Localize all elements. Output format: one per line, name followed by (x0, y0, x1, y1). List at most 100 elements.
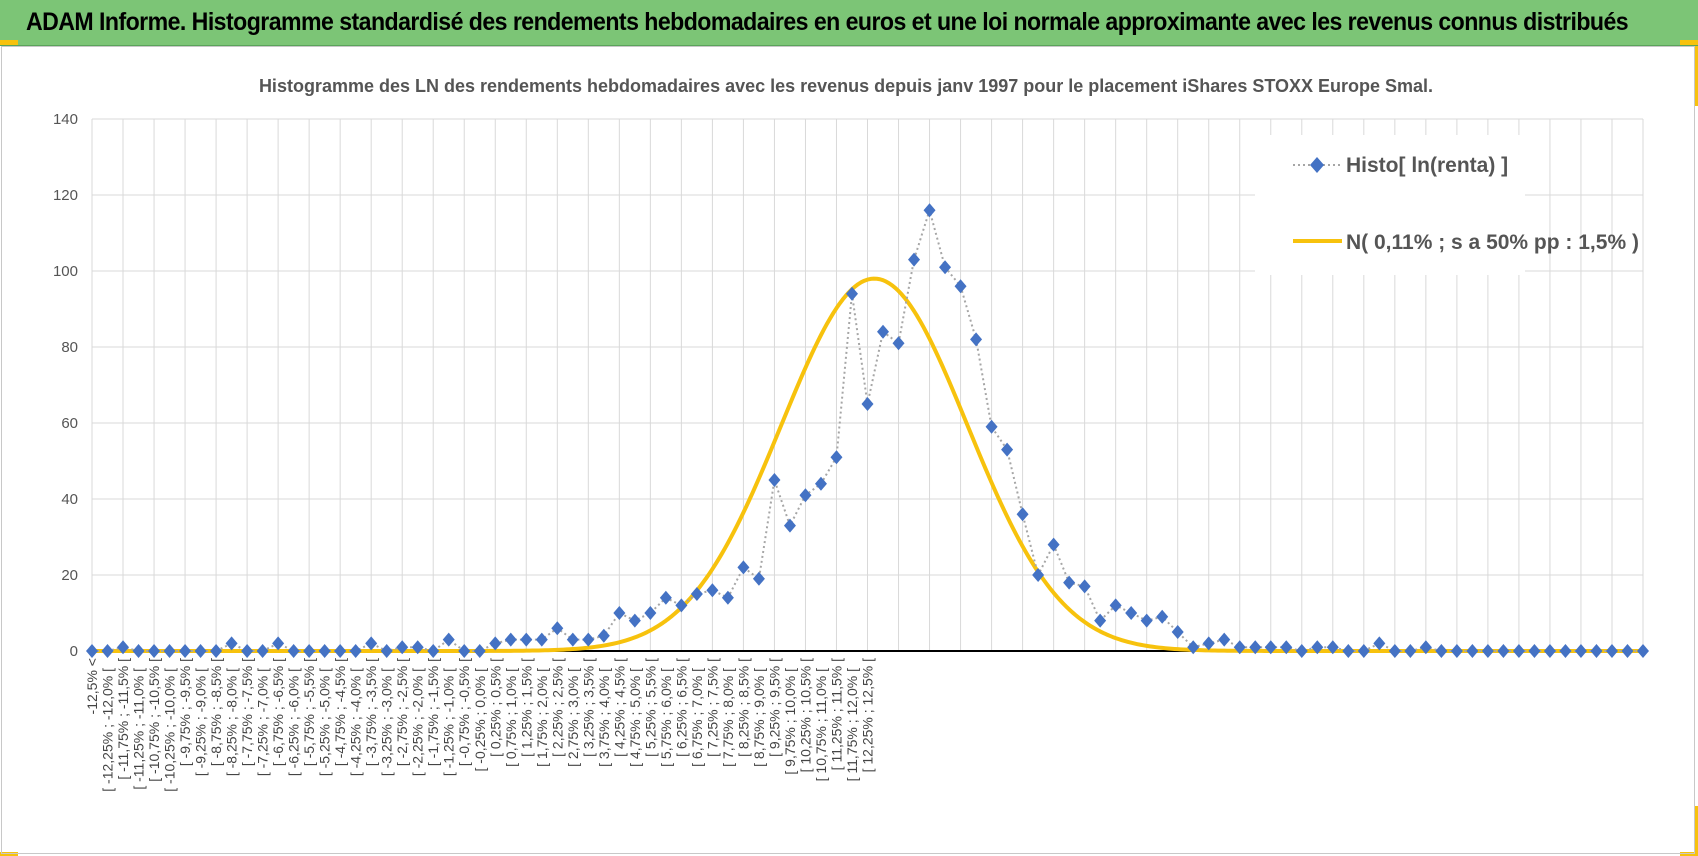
histogram-point (86, 644, 98, 658)
histogram-point (923, 203, 936, 218)
histogram-point (908, 252, 921, 267)
x-tick-label: [ 0,75% ; 1,0% [ (503, 668, 519, 767)
x-tick-label: [ -7,75% ; -7,5% [ (239, 658, 255, 766)
y-tick-label: 80 (61, 339, 78, 356)
histogram-point (1125, 606, 1138, 620)
histogram-point (613, 606, 626, 620)
histogram-point (1574, 644, 1587, 658)
x-tick-label: [ -2,75% ; -2,5% [ (394, 658, 410, 766)
corner-marker-right-bottom-vertical (1694, 806, 1698, 856)
histogram-point (1032, 568, 1045, 582)
histogram-point (1388, 644, 1401, 658)
report-banner-title: ADAM Informe. Histogramme standardisé de… (26, 8, 1629, 36)
x-tick-label: [ -5,75% ; -5,5% [ (301, 658, 317, 766)
x-tick-label: [ -1,75% ; -1,5% [ (425, 658, 441, 766)
x-tick-label: [ -11,75% ; -11,5% [ (115, 658, 131, 780)
histogram-point (1528, 644, 1541, 658)
histogram-point (1326, 640, 1339, 655)
histogram-point (1264, 640, 1277, 655)
histogram-point (1621, 644, 1634, 658)
x-axis-ticks: -12,5% <[ -12,25% ; -12,0% [[ -11,75% ; … (84, 658, 876, 792)
histogram-point (551, 621, 564, 636)
y-tick-label: 60 (61, 415, 78, 432)
histogram-point (939, 260, 952, 275)
x-tick-label: [ -12,25% ; -12,0% [ (100, 668, 116, 792)
x-tick-label: [ 1,25% ; 1,5% [ (518, 658, 534, 757)
histogram-point (814, 476, 827, 491)
histogram-point (1001, 442, 1014, 457)
histogram-point (1249, 640, 1262, 655)
x-tick-label: [ 8,75% ; 9,0% [ (751, 668, 767, 767)
histogram-point (163, 644, 176, 658)
histogram-point (1512, 644, 1525, 658)
histogram-point (597, 628, 610, 643)
histogram-point (628, 613, 641, 628)
histogram-point (1016, 507, 1029, 522)
histogram-point (318, 644, 331, 658)
histogram-point (334, 644, 347, 658)
x-tick-label: [ -3,25% ; -3,0% [ (379, 668, 395, 776)
x-tick-label: [ -4,75% ; -4,5% [ (332, 658, 348, 766)
histogram-point (117, 640, 130, 655)
histogram-point (132, 644, 145, 658)
x-tick-label: [ 2,75% ; 3,0% [ (565, 668, 581, 767)
histogram-point (535, 632, 548, 647)
x-tick-label: [ -6,25% ; -6,0% [ (286, 668, 302, 776)
y-tick-label: 120 (53, 187, 78, 204)
histogram-point (892, 336, 905, 351)
histogram-point (845, 286, 858, 301)
report-banner: ADAM Informe. Histogramme standardisé de… (0, 0, 1698, 46)
x-tick-label: [ -0,25% ; 0,0% [ (472, 668, 488, 772)
histogram-point (101, 644, 114, 658)
histogram-point (1481, 644, 1494, 658)
histogram-point (1156, 609, 1169, 624)
x-tick-label: [ 7,75% ; 8,0% [ (720, 668, 736, 767)
histogram-point (954, 279, 967, 294)
histogram-point (1187, 640, 1200, 655)
histogram-point (1047, 537, 1060, 552)
legend: Histo[ ln(renta) ] N( 0,11% ; s a 50% pp… (1255, 135, 1639, 275)
x-tick-label: [ -10,75% ; -10,5% [ (146, 658, 162, 782)
histogram-point (179, 644, 192, 658)
x-tick-label: [ -5,25% ; -5,0% [ (317, 668, 333, 776)
histogram-point (659, 590, 672, 605)
x-tick-label: [ -0,75% ; -0,5% [ (456, 658, 472, 766)
histogram-point (1311, 640, 1324, 655)
histogram-point (1435, 644, 1448, 658)
x-tick-label: [ -1,25% ; -1,0% [ (441, 668, 457, 776)
x-tick-label: [ -4,25% ; -4,0% [ (348, 668, 364, 776)
x-tick-label: [ 9,25% ; 9,5% [ (766, 658, 782, 757)
histogram-point (489, 636, 502, 651)
x-tick-label: [ -10,25% ; -10,0% [ (162, 668, 178, 792)
histogram-point (504, 632, 517, 647)
histogram-point (985, 419, 998, 434)
histogram-point (396, 640, 409, 655)
corner-marker-bottom-right (1680, 852, 1698, 856)
corner-marker-right-vertical (1694, 46, 1698, 106)
histogram-point (1450, 644, 1463, 658)
histogram-point (1497, 644, 1510, 658)
x-tick-label: [ -9,25% ; -9,0% [ (193, 668, 209, 776)
histogram-point (1590, 644, 1603, 658)
histogram-point (752, 571, 765, 586)
histogram-point (365, 636, 378, 651)
x-tick-label: [ -11,25% ; -11,0% [ (131, 668, 147, 790)
histogram-point (442, 632, 455, 647)
histogram-point (1404, 644, 1417, 658)
x-tick-label: -12,5% < (84, 658, 100, 714)
histogram-point (427, 644, 440, 658)
histogram-point (194, 644, 207, 658)
x-tick-label: [ 4,25% ; 4,5% [ (611, 658, 627, 757)
histogram-point (768, 473, 781, 487)
x-tick-label: [ 7,25% ; 7,5% [ (704, 658, 720, 757)
x-tick-label: [ 2,25% ; 2,5% [ (549, 658, 565, 757)
histogram-point (225, 636, 238, 651)
histogram-point (1543, 644, 1556, 658)
x-tick-label: [ -6,75% ; -6,5% [ (270, 658, 286, 766)
histogram-point (1063, 575, 1076, 590)
x-tick-label: [ 3,75% ; 4,0% [ (596, 668, 612, 767)
x-tick-label: [ 10,25% ; 10,5% [ (797, 658, 813, 773)
grid-lines (91, 118, 1644, 651)
x-tick-label: [ 4,75% ; 5,0% [ (627, 668, 643, 767)
